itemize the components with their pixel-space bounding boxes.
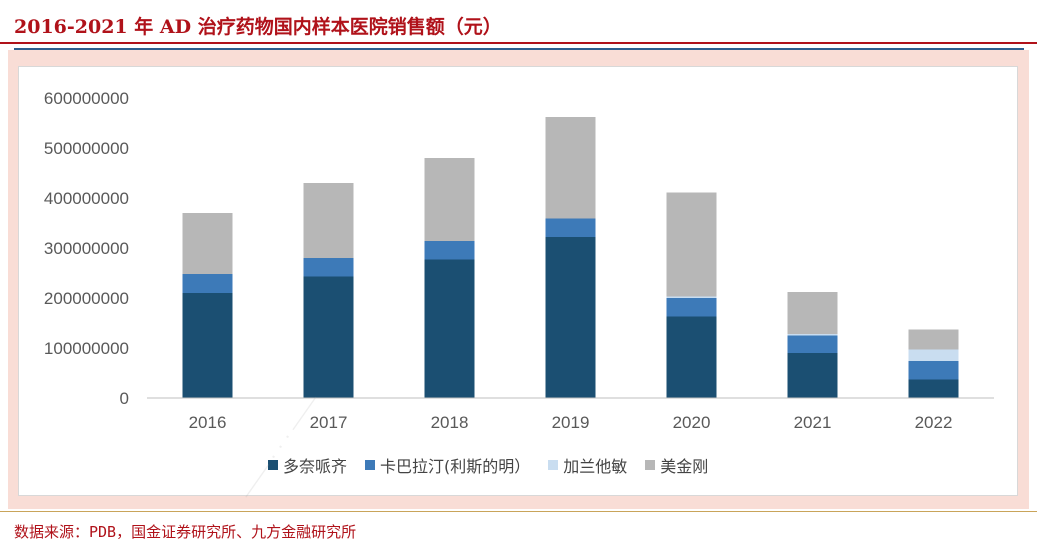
x-tick-label: 2020 (673, 413, 711, 432)
x-tick-label: 2018 (431, 413, 469, 432)
legend-label: 卡巴拉汀(利斯的明） (380, 457, 531, 476)
bar-segment-2022-s1 (908, 379, 959, 398)
bar-segment-2019-s4 (545, 117, 596, 219)
bar-segment-2022-s3 (908, 349, 959, 361)
title-bar: 2016-2021 年 AD 治疗药物国内样本医院销售额（元） (0, 0, 1037, 44)
bar-segment-2020-s4 (666, 192, 717, 297)
bar-segment-2018-s4 (424, 158, 475, 241)
bar-segment-2021-s1 (787, 353, 838, 398)
legend-swatch (268, 460, 278, 470)
legend-item: 美金刚 (645, 453, 708, 477)
frame-divider (14, 48, 1024, 50)
bar-segment-2016-s1 (182, 293, 233, 398)
y-tick-label: 0 (120, 389, 129, 408)
bar-segment-2022-s2 (908, 361, 959, 380)
bar-segment-2020-s3 (666, 296, 717, 298)
bar-segment-2017-s4 (303, 183, 354, 258)
source-bar (0, 511, 1037, 551)
y-tick-label: 500000000 (44, 139, 129, 158)
chart-legend: 多奈哌齐 卡巴拉汀(利斯的明） 加兰他敏 美金刚 (268, 454, 726, 476)
legend-item: 卡巴拉汀(利斯的明） (365, 453, 530, 477)
bar-segment-2019-s1 (545, 237, 596, 398)
page-title: 2016-2021 年 AD 治疗药物国内样本医院销售额（元） (14, 16, 502, 38)
legend-swatch (548, 460, 559, 470)
bar-series (182, 117, 959, 398)
bar-segment-2022-s4 (908, 329, 959, 350)
y-tick-label: 300000000 (44, 239, 129, 258)
bar-segment-2020-s1 (666, 316, 717, 398)
x-axis: 2016 2017 2018 2019 2020 2021 2022 (147, 397, 994, 432)
bar-segment-2021-s2 (787, 335, 838, 353)
legend-label: 美金刚 (660, 457, 709, 476)
bar-segment-2017-s1 (303, 276, 354, 398)
chart-panel: 0 100000000 200000000 300000000 400000000 500… (18, 66, 1018, 496)
bar-segment-2021-s3 (787, 334, 838, 336)
x-tick-label: 2016 (189, 413, 227, 432)
bar-segment-2017-s2 (303, 258, 354, 277)
legend-swatch (365, 460, 376, 470)
x-tick-label: 2019 (552, 413, 590, 432)
legend-item: 多奈哌齐 (268, 453, 347, 477)
legend-item: 加兰他敏 (548, 453, 627, 477)
x-tick-label: 2021 (794, 413, 832, 432)
y-axis: 0 100000000 200000000 300000000 400000000 500… (44, 89, 129, 408)
y-tick-label: 200000000 (44, 289, 129, 308)
x-tick-label: 2017 (310, 413, 348, 432)
legend-swatch (645, 460, 656, 470)
legend-label: 加兰他敏 (563, 457, 628, 476)
bar-segment-2020-s2 (666, 298, 717, 317)
bar-segment-2021-s4 (787, 292, 838, 334)
y-tick-label: 100000000 (44, 339, 129, 358)
bar-segment-2018-s2 (424, 241, 475, 260)
bar-segment-2016-s4 (182, 213, 233, 274)
source-note: 数据来源：PDB，国金证券研究所、九方金融研究所 (14, 523, 357, 541)
bar-segment-2019-s2 (545, 218, 596, 237)
bar-segment-2016-s2 (182, 274, 233, 293)
y-tick-label: 600000000 (44, 89, 129, 108)
bar-segment-2018-s1 (424, 259, 475, 398)
x-tick-label: 2022 (915, 413, 953, 432)
y-tick-label: 400000000 (44, 189, 129, 208)
stacked-bar-chart: 0 100000000 200000000 300000000 400000000 500… (44, 89, 994, 432)
legend-label: 多奈哌齐 (283, 457, 348, 476)
